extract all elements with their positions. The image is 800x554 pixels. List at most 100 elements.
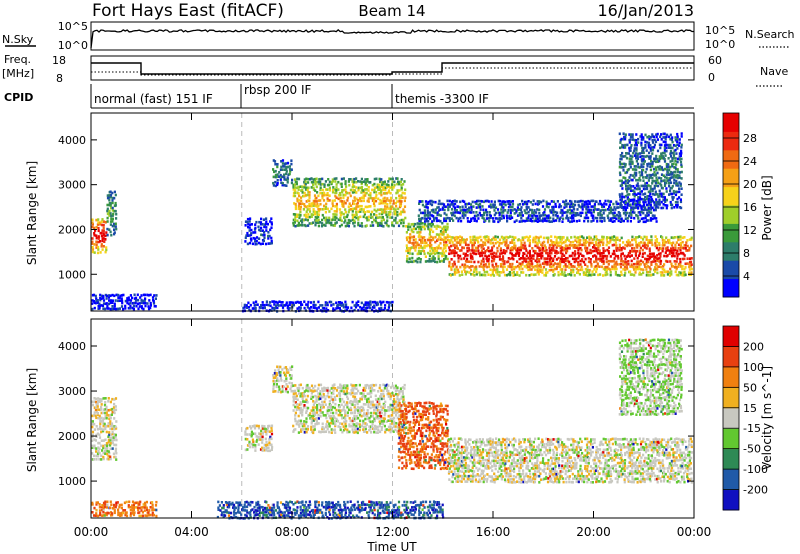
echo-cell	[388, 207, 391, 210]
echo-cell	[140, 301, 143, 305]
echo-cell	[525, 211, 528, 215]
echo-cell	[450, 249, 453, 253]
nave-label: Nave	[760, 65, 788, 78]
echo-cell	[605, 270, 608, 273]
echo-cell	[263, 430, 266, 433]
echo-cell	[109, 447, 112, 451]
echo-cell	[624, 194, 627, 198]
echo-cell	[274, 169, 277, 173]
echo-cell	[308, 196, 311, 200]
echo-cell	[269, 443, 272, 446]
echo-cell	[620, 197, 623, 201]
echo-cell	[543, 208, 547, 211]
echo-cell	[669, 170, 673, 174]
echo-cell	[669, 249, 672, 253]
echo-cell	[364, 216, 367, 220]
echo-cell	[426, 259, 429, 263]
echo-cell	[527, 262, 530, 266]
echo-cell	[362, 180, 366, 183]
echo-cell	[573, 265, 576, 268]
echo-cell	[155, 508, 158, 512]
echo-cell	[331, 405, 334, 409]
echo-cell	[133, 506, 136, 509]
echo-cell	[577, 236, 580, 239]
echo-cell	[533, 213, 536, 217]
echo-cell	[599, 273, 602, 276]
echo-cell	[628, 176, 631, 179]
echo-cell	[354, 305, 358, 309]
echo-cell	[100, 220, 103, 223]
echo-cell	[402, 218, 405, 222]
echo-cell	[294, 428, 297, 431]
echo-cell	[294, 213, 297, 216]
echo-cell	[622, 241, 625, 244]
echo-cell	[546, 257, 549, 260]
echo-cell	[442, 247, 445, 250]
echo-cell	[654, 260, 657, 263]
echo-cell	[534, 217, 537, 220]
echo-cell	[536, 243, 539, 247]
echo-cell	[571, 217, 574, 220]
echo-cell	[658, 168, 661, 171]
echo-cell	[442, 260, 445, 263]
echo-cell	[272, 382, 276, 386]
echo-cell	[265, 300, 268, 303]
echo-cell	[462, 210, 465, 214]
echo-cell	[643, 251, 646, 255]
echo-cell	[326, 409, 329, 412]
echo-cell	[521, 260, 524, 264]
echo-cell	[487, 246, 490, 249]
echo-cell	[373, 182, 376, 186]
echo-cell	[98, 304, 101, 308]
echo-cell	[640, 273, 643, 276]
echo-cell	[357, 300, 360, 303]
echo-cell	[97, 304, 100, 308]
echo-cell	[623, 265, 626, 269]
echo-cell	[561, 258, 564, 261]
echo-cell	[102, 424, 105, 428]
echo-cell	[586, 236, 589, 239]
echo-cell	[342, 196, 345, 200]
echo-cell	[345, 215, 349, 219]
echo-cell	[566, 256, 569, 260]
echo-cell	[100, 405, 103, 409]
echo-cell	[111, 199, 114, 202]
echo-cell	[430, 244, 433, 247]
echo-cell	[421, 216, 424, 220]
echo-cell	[263, 236, 266, 240]
echo-cell	[568, 220, 572, 224]
echo-cell	[111, 209, 114, 212]
echo-cell	[427, 220, 430, 223]
echo-cell	[353, 180, 356, 184]
echo-cell	[362, 208, 365, 211]
echo-cell	[297, 389, 300, 392]
echo-cell	[406, 238, 409, 242]
echo-cell	[270, 226, 273, 229]
echo-cell	[531, 254, 534, 257]
echo-cell	[645, 176, 648, 180]
echo-cell	[311, 416, 314, 420]
echo-cell	[104, 293, 107, 297]
echo-cell	[562, 246, 566, 250]
echo-cell	[299, 219, 303, 223]
echo-cell	[520, 211, 523, 214]
velocity-echo-cells	[91, 319, 693, 520]
echo-cell	[558, 203, 561, 206]
echo-cell	[284, 390, 287, 393]
echo-cell	[665, 270, 668, 273]
echo-cell	[114, 408, 118, 412]
echo-cell	[569, 199, 572, 203]
echo-cell	[471, 249, 474, 252]
echo-cell	[644, 182, 647, 185]
echo-cell	[587, 219, 590, 223]
echo-cell	[638, 166, 641, 169]
echo-cell	[360, 307, 363, 310]
echo-cell	[671, 176, 674, 179]
echo-cell	[648, 203, 651, 206]
echo-cell	[386, 215, 389, 219]
echo-cell	[662, 140, 665, 144]
echo-cell	[668, 177, 671, 180]
echo-cell	[91, 250, 94, 254]
echo-cell	[539, 270, 542, 273]
echo-cell	[649, 205, 652, 208]
